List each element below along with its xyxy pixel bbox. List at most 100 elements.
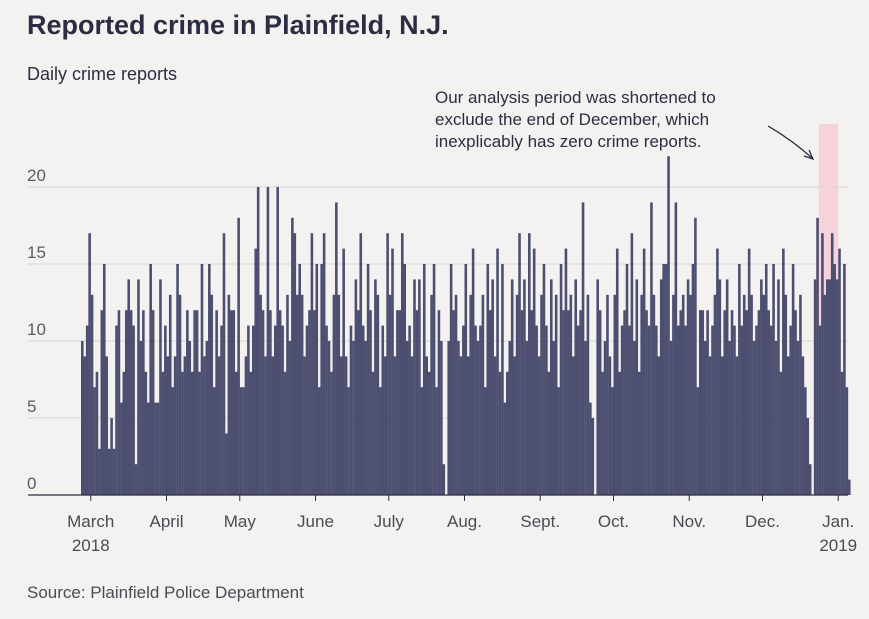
bar <box>437 310 441 495</box>
bar <box>195 310 199 495</box>
bar <box>757 310 761 495</box>
x-tick-label: Dec. <box>745 512 780 531</box>
bar <box>271 356 275 495</box>
bar <box>630 233 634 495</box>
bar <box>496 248 499 495</box>
bar <box>706 310 709 495</box>
bar <box>266 187 270 495</box>
bar <box>193 310 196 495</box>
bar <box>281 325 284 495</box>
bar <box>178 294 182 495</box>
bar <box>183 356 187 495</box>
bar <box>796 341 800 495</box>
bar <box>317 387 321 495</box>
bar <box>679 310 683 495</box>
bar <box>779 371 783 495</box>
bar <box>523 279 526 495</box>
bar <box>520 310 524 495</box>
bar <box>733 325 736 495</box>
annotation-line-1: Our analysis period was shortened to <box>435 88 716 107</box>
bar <box>154 402 157 495</box>
bar <box>711 325 714 495</box>
x-tick-label: Sept. <box>520 512 560 531</box>
bar <box>215 310 218 495</box>
bar <box>716 248 719 495</box>
bar <box>198 371 201 495</box>
x-tick-label: May <box>224 512 257 531</box>
bar <box>703 341 707 495</box>
y-tick-label: 15 <box>27 243 46 262</box>
bar <box>554 294 558 495</box>
bar <box>701 310 705 495</box>
bar <box>708 356 712 495</box>
bar <box>181 371 184 495</box>
bar <box>320 264 323 495</box>
bar <box>498 371 502 495</box>
bar <box>112 448 116 495</box>
bar <box>176 264 179 495</box>
bar <box>613 294 617 495</box>
bar <box>750 294 753 495</box>
bar <box>755 325 758 495</box>
bar <box>730 310 734 495</box>
bar <box>848 479 851 495</box>
bar <box>371 371 375 495</box>
bar <box>694 217 697 496</box>
bar <box>586 294 590 495</box>
bar <box>677 325 680 495</box>
bar <box>234 371 238 495</box>
bar <box>244 356 248 495</box>
bar <box>552 341 556 495</box>
bar <box>144 371 148 495</box>
bar <box>132 325 135 495</box>
bar <box>242 387 245 495</box>
bar <box>415 310 419 495</box>
bar <box>459 356 463 495</box>
bar <box>740 325 744 495</box>
bar <box>528 233 531 495</box>
bar <box>88 233 91 495</box>
bar <box>222 233 226 495</box>
bar <box>628 325 631 495</box>
bar <box>713 294 717 495</box>
bar <box>845 387 849 495</box>
y-tick-label: 10 <box>27 320 46 339</box>
bar <box>835 279 839 495</box>
bar <box>300 294 304 495</box>
bar <box>476 341 480 495</box>
bar <box>584 341 587 495</box>
bar <box>237 217 240 496</box>
bar <box>799 294 802 495</box>
bar <box>256 187 260 495</box>
bar <box>484 387 487 495</box>
bar <box>540 294 543 495</box>
x-tick-label: Jan. <box>822 512 854 531</box>
bar <box>208 264 211 495</box>
annotation-arrowhead <box>803 149 815 161</box>
bar <box>557 387 560 495</box>
bar <box>315 264 319 495</box>
bar <box>305 325 309 495</box>
bar <box>503 402 507 495</box>
bar <box>249 371 253 495</box>
bar <box>471 248 475 495</box>
bar <box>81 341 84 495</box>
bar <box>93 387 96 495</box>
bar <box>699 310 702 495</box>
bar <box>772 264 775 495</box>
bar <box>488 310 492 495</box>
bar <box>127 279 130 495</box>
bar <box>510 279 514 495</box>
bar <box>791 264 795 495</box>
x-tick-label: Nov. <box>672 512 706 531</box>
bar <box>205 341 209 495</box>
bar <box>686 279 690 495</box>
bar <box>293 233 297 495</box>
annotation-arrow <box>767 125 813 159</box>
bar <box>598 310 602 495</box>
bar <box>564 248 568 495</box>
bar <box>808 464 812 495</box>
bar <box>777 279 780 495</box>
bar <box>440 341 443 495</box>
bar <box>171 387 174 495</box>
